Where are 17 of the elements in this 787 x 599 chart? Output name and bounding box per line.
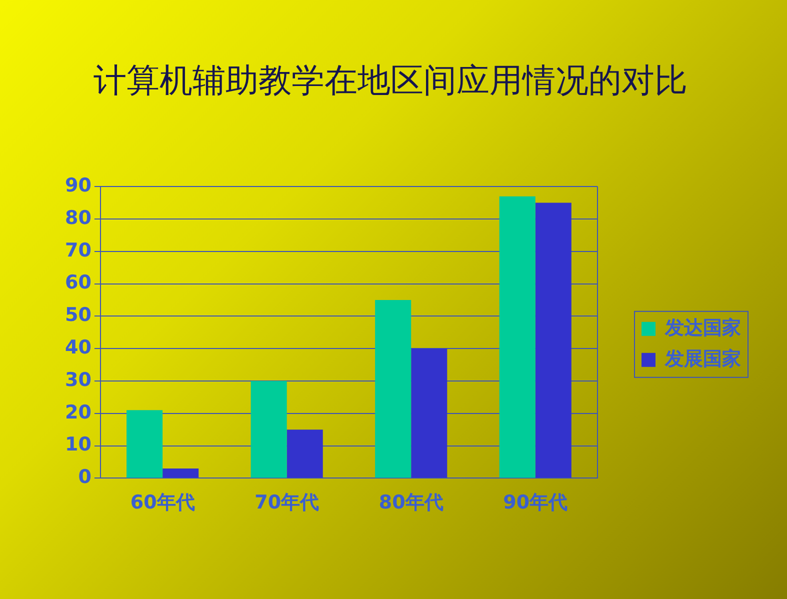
x-tick-label: 80年代 [378, 492, 444, 514]
y-tick-label: 70 [64, 239, 92, 262]
y-tick-label: 80 [64, 206, 92, 229]
y-tick-label: 90 [64, 174, 92, 197]
y-tick-label: 40 [64, 336, 92, 359]
y-tick-label: 50 [64, 304, 92, 326]
chart-title: 计算机辅助教学在地区间应用情况的对比 [94, 60, 688, 100]
x-tick-label: 90年代 [503, 492, 568, 514]
x-tick-label: 70年代 [254, 492, 320, 514]
y-tick-label: 30 [64, 368, 92, 391]
y-tick-label: 60 [64, 272, 92, 294]
y-tick-label: 20 [64, 401, 92, 424]
y-tick-label: 10 [64, 434, 92, 456]
y-tick-label: 0 [78, 466, 92, 488]
x-tick-label: 60年代 [130, 492, 195, 514]
legend-label: 发达国家 [664, 316, 741, 339]
legend-label: 发展国家 [664, 348, 741, 370]
